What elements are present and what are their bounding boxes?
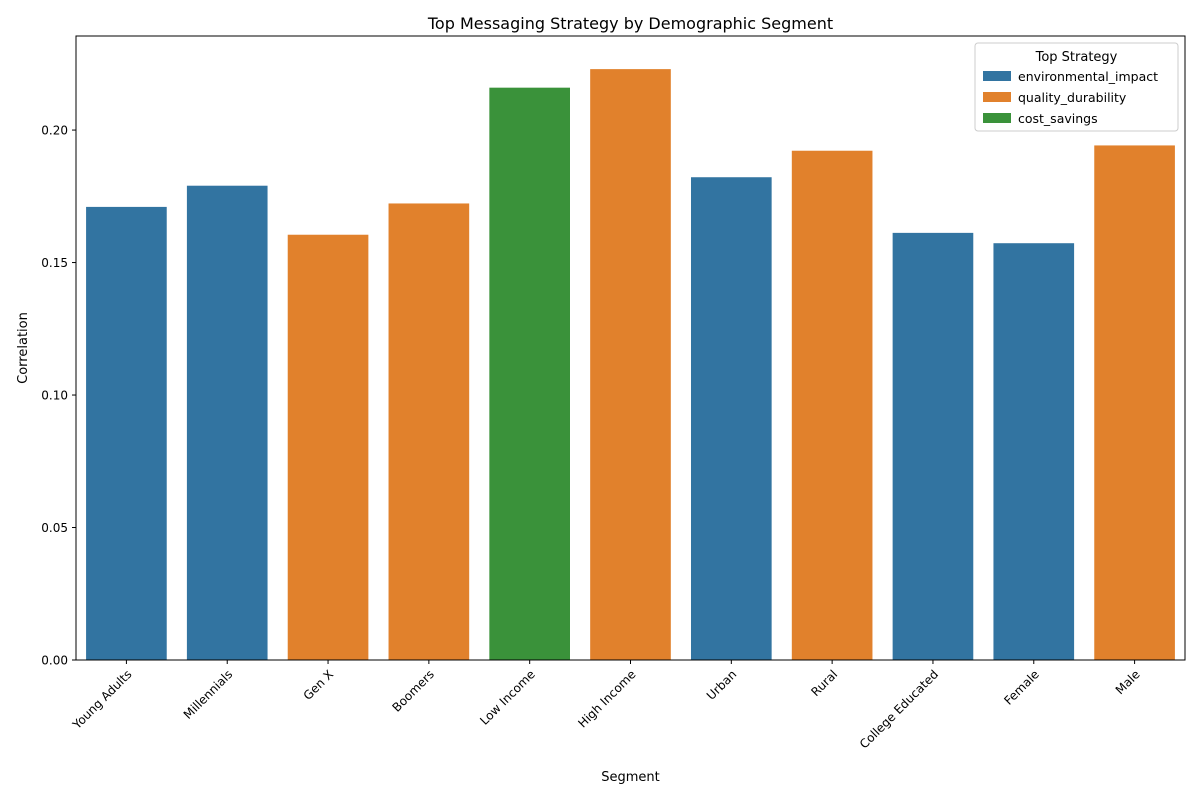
bar-college-educated [892, 232, 974, 660]
bar-young-adults [86, 206, 167, 660]
x-tick-label: Male [1113, 667, 1143, 697]
legend-title: Top Strategy [1035, 50, 1118, 65]
x-axis: Young Adults Millennials Gen X Boomers Low I… [69, 660, 1143, 751]
bar-high-income [590, 69, 671, 661]
bar-low-income [489, 87, 570, 661]
bars-group [86, 69, 1175, 661]
y-tick-label: 0.10 [41, 389, 68, 403]
y-tick-label: 0.20 [41, 124, 68, 138]
y-tick-label: 0.00 [41, 654, 68, 668]
bar-urban [690, 177, 772, 661]
y-tick-label: 0.15 [41, 256, 68, 270]
bar-gen-x [287, 234, 369, 661]
x-tick-label: High Income [575, 667, 638, 730]
legend-swatch-quality-durability [983, 92, 1011, 102]
x-axis-label: Segment [601, 770, 660, 785]
chart-title: Top Messaging Strategy by Demographic Se… [427, 14, 833, 33]
x-tick-label: Millennials [181, 667, 236, 722]
legend-frame [974, 42, 1179, 132]
legend: Top Strategy environmental_impactquality… [974, 42, 1179, 132]
x-tick-label: Young Adults [69, 667, 134, 732]
x-tick-label: Female [1001, 667, 1042, 708]
plot-frame [75, 35, 1186, 661]
bar-female [993, 243, 1075, 660]
x-tick-label: Rural [808, 667, 840, 699]
x-tick-label: Urban [704, 667, 740, 703]
y-axis-label: Correlation [16, 312, 31, 384]
legend-label-environmental-impact: environmental_impact [1018, 69, 1158, 84]
legend-label-cost-savings: cost_savings [1018, 111, 1098, 126]
bar-millennials [186, 185, 268, 660]
y-axis: 0.00 0.05 0.10 0.15 0.20 [41, 124, 76, 668]
x-tick-label: Gen X [301, 667, 337, 703]
x-tick-label: Boomers [389, 667, 437, 715]
x-tick-label: College Educated [857, 667, 941, 751]
y-tick-label: 0.05 [41, 521, 68, 535]
legend-swatch-cost-savings [983, 113, 1011, 123]
legend-swatch-environmental-impact [983, 71, 1011, 81]
x-tick-label: Low Income [477, 667, 538, 728]
bar-boomers [388, 203, 470, 660]
legend-label-quality-durability: quality_durability [1018, 90, 1127, 105]
bar-male [1094, 145, 1175, 660]
bar-rural [791, 150, 873, 661]
